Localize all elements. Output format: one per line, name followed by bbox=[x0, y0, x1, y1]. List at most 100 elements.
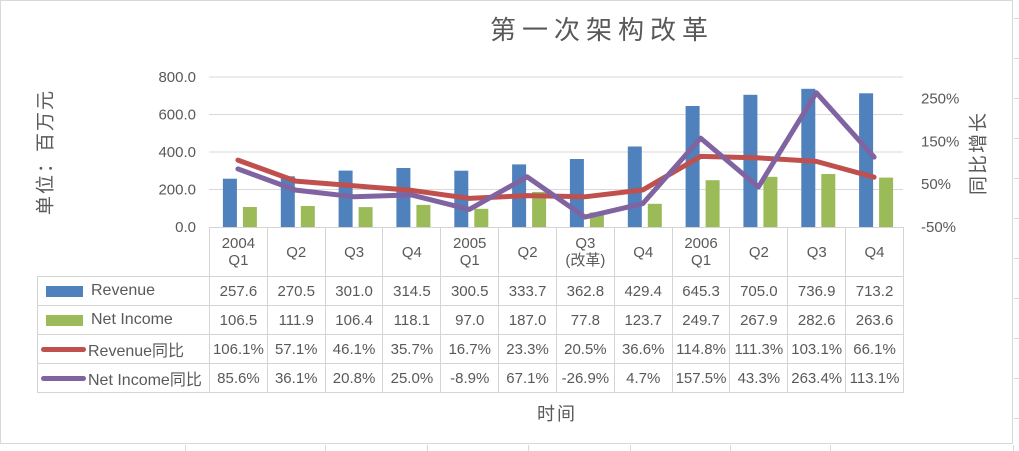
category-header: Q2 bbox=[266, 227, 326, 277]
series-row-net-income: Net Income 106.5 111.9 106.4 118.1 97.0 187.0 7… bbox=[37, 305, 904, 335]
series-row-revenue-yoy: Revenue同比 106.1% 57.1% 46.1% 35.7% 16.7% 23.3%… bbox=[37, 334, 904, 364]
category-header: Q4 bbox=[613, 227, 673, 277]
bar bbox=[416, 204, 431, 227]
value-cell: -8.9% bbox=[440, 363, 500, 393]
value-cell: 114.8% bbox=[671, 334, 731, 364]
value-cell: 429.4 bbox=[613, 276, 673, 306]
y1-tick-label: 0.0 bbox=[175, 219, 196, 236]
category-header: Q4 bbox=[382, 227, 442, 277]
category-header: Q3 (改革) bbox=[555, 227, 615, 277]
bar bbox=[859, 93, 874, 227]
bar bbox=[647, 203, 662, 227]
spreadsheet-gridline bbox=[427, 445, 428, 451]
value-cell: 106.5 bbox=[209, 305, 268, 335]
category-header: 2004 Q1 bbox=[209, 227, 268, 277]
value-cell: 77.8 bbox=[555, 305, 615, 335]
bar bbox=[821, 174, 836, 227]
primary-axis-tick-labels: 800.0 600.0 400.0 200.0 0.0 bbox=[158, 69, 196, 236]
value-cell: 43.3% bbox=[729, 363, 789, 393]
secondary-axis-tick-labels: 250% 150% 50% -50% bbox=[921, 90, 959, 236]
value-cell: 263.4% bbox=[787, 363, 847, 393]
value-cell: 35.7% bbox=[382, 334, 442, 364]
y1-tick-label: 600.0 bbox=[158, 107, 196, 124]
category-header: Q2 bbox=[498, 227, 557, 277]
chart-data-table: 2004 Q1 Q2 Q3 Q4 2005 Q1 Q2 Q3 (改革) Q4 2006 Q1 Q2 Q3 Q4… bbox=[37, 227, 904, 393]
value-cell: 713.2 bbox=[845, 276, 904, 306]
value-cell: 263.6 bbox=[845, 305, 904, 335]
value-cell: 113.1% bbox=[845, 363, 904, 393]
bar-swatch-icon bbox=[46, 285, 83, 297]
bar bbox=[532, 191, 547, 227]
bar bbox=[879, 177, 894, 227]
series-row-revenue: Revenue 257.6 270.5 301.0 314.5 300.5 333.7 362… bbox=[37, 276, 904, 306]
value-cell: 85.6% bbox=[209, 363, 268, 393]
bar bbox=[763, 176, 778, 227]
spreadsheet-gridline bbox=[630, 445, 631, 451]
category-header: Q2 bbox=[729, 227, 789, 277]
value-cell: 36.1% bbox=[266, 363, 326, 393]
spreadsheet-gridline bbox=[1014, 18, 1019, 19]
value-cell: 118.1 bbox=[382, 305, 442, 335]
category-header: 2005 Q1 bbox=[440, 227, 500, 277]
bar bbox=[358, 207, 373, 227]
legend-label: Revenue bbox=[91, 282, 156, 299]
category-header: Q3 bbox=[787, 227, 847, 277]
value-cell: 300.5 bbox=[440, 276, 500, 306]
legend-label: Revenue同比 bbox=[88, 343, 185, 360]
value-cell: 23.3% bbox=[498, 334, 557, 364]
category-header: Q3 bbox=[324, 227, 384, 277]
spreadsheet-gridline bbox=[830, 445, 831, 451]
bar bbox=[222, 178, 237, 227]
spreadsheet-gridline bbox=[1014, 138, 1019, 139]
spreadsheet-gridline bbox=[1014, 418, 1019, 419]
y1-tick-label: 200.0 bbox=[158, 182, 196, 199]
value-cell: 57.1% bbox=[266, 334, 326, 364]
line-swatch-icon bbox=[41, 346, 86, 352]
value-cell: 314.5 bbox=[382, 276, 442, 306]
value-cell: 111.3% bbox=[729, 334, 789, 364]
legend-key-revenue-yoy: Revenue同比 bbox=[37, 334, 210, 364]
bar bbox=[474, 208, 489, 227]
spreadsheet-gridline bbox=[1014, 298, 1019, 299]
bar bbox=[743, 94, 758, 227]
value-cell: 157.5% bbox=[671, 363, 731, 393]
bar-swatch-icon bbox=[46, 314, 83, 326]
spreadsheet-gridline bbox=[1014, 338, 1019, 339]
value-cell: 25.0% bbox=[382, 363, 442, 393]
y2-tick-label: 150% bbox=[921, 133, 959, 150]
y2-tick-label: -50% bbox=[921, 219, 956, 236]
chart-title: 第一次架构改革 bbox=[489, 15, 715, 45]
spreadsheet-gridline bbox=[528, 445, 529, 451]
spreadsheet-gridline bbox=[1014, 218, 1019, 219]
value-cell: 187.0 bbox=[498, 305, 557, 335]
value-cell: 16.7% bbox=[440, 334, 500, 364]
spreadsheet-gridline bbox=[1014, 258, 1019, 259]
spreadsheet-gridline bbox=[1013, 445, 1014, 451]
value-cell: 97.0 bbox=[440, 305, 500, 335]
spreadsheet-gridline bbox=[1014, 178, 1019, 179]
value-cell: 67.1% bbox=[498, 363, 557, 393]
value-cell: 301.0 bbox=[324, 276, 384, 306]
legend-key-net-income-yoy: Net Income同比 bbox=[37, 363, 210, 393]
value-cell: 111.9 bbox=[266, 305, 326, 335]
value-cell: 333.7 bbox=[498, 276, 557, 306]
legend-key-net-income: Net Income bbox=[37, 305, 210, 335]
spreadsheet-gridline bbox=[1014, 378, 1019, 379]
spreadsheet-gridline bbox=[185, 445, 186, 451]
bars-net-income bbox=[242, 174, 894, 227]
value-cell: 705.0 bbox=[729, 276, 789, 306]
value-cell: -26.9% bbox=[555, 363, 615, 393]
value-cell: 362.8 bbox=[555, 276, 615, 306]
line-swatch-icon bbox=[41, 375, 86, 381]
spreadsheet-gridline bbox=[1014, 98, 1019, 99]
x-axis-title: 时间 bbox=[537, 404, 577, 424]
bar bbox=[300, 206, 315, 227]
value-cell: 46.1% bbox=[324, 334, 384, 364]
legend-label: Net Income bbox=[91, 311, 173, 328]
value-cell: 66.1% bbox=[845, 334, 904, 364]
y2-tick-label: 250% bbox=[921, 90, 959, 107]
series-row-net-income-yoy: Net Income同比 85.6% 36.1% 20.8% 25.0% -8.9% 67.… bbox=[37, 363, 904, 393]
bar bbox=[801, 88, 816, 227]
